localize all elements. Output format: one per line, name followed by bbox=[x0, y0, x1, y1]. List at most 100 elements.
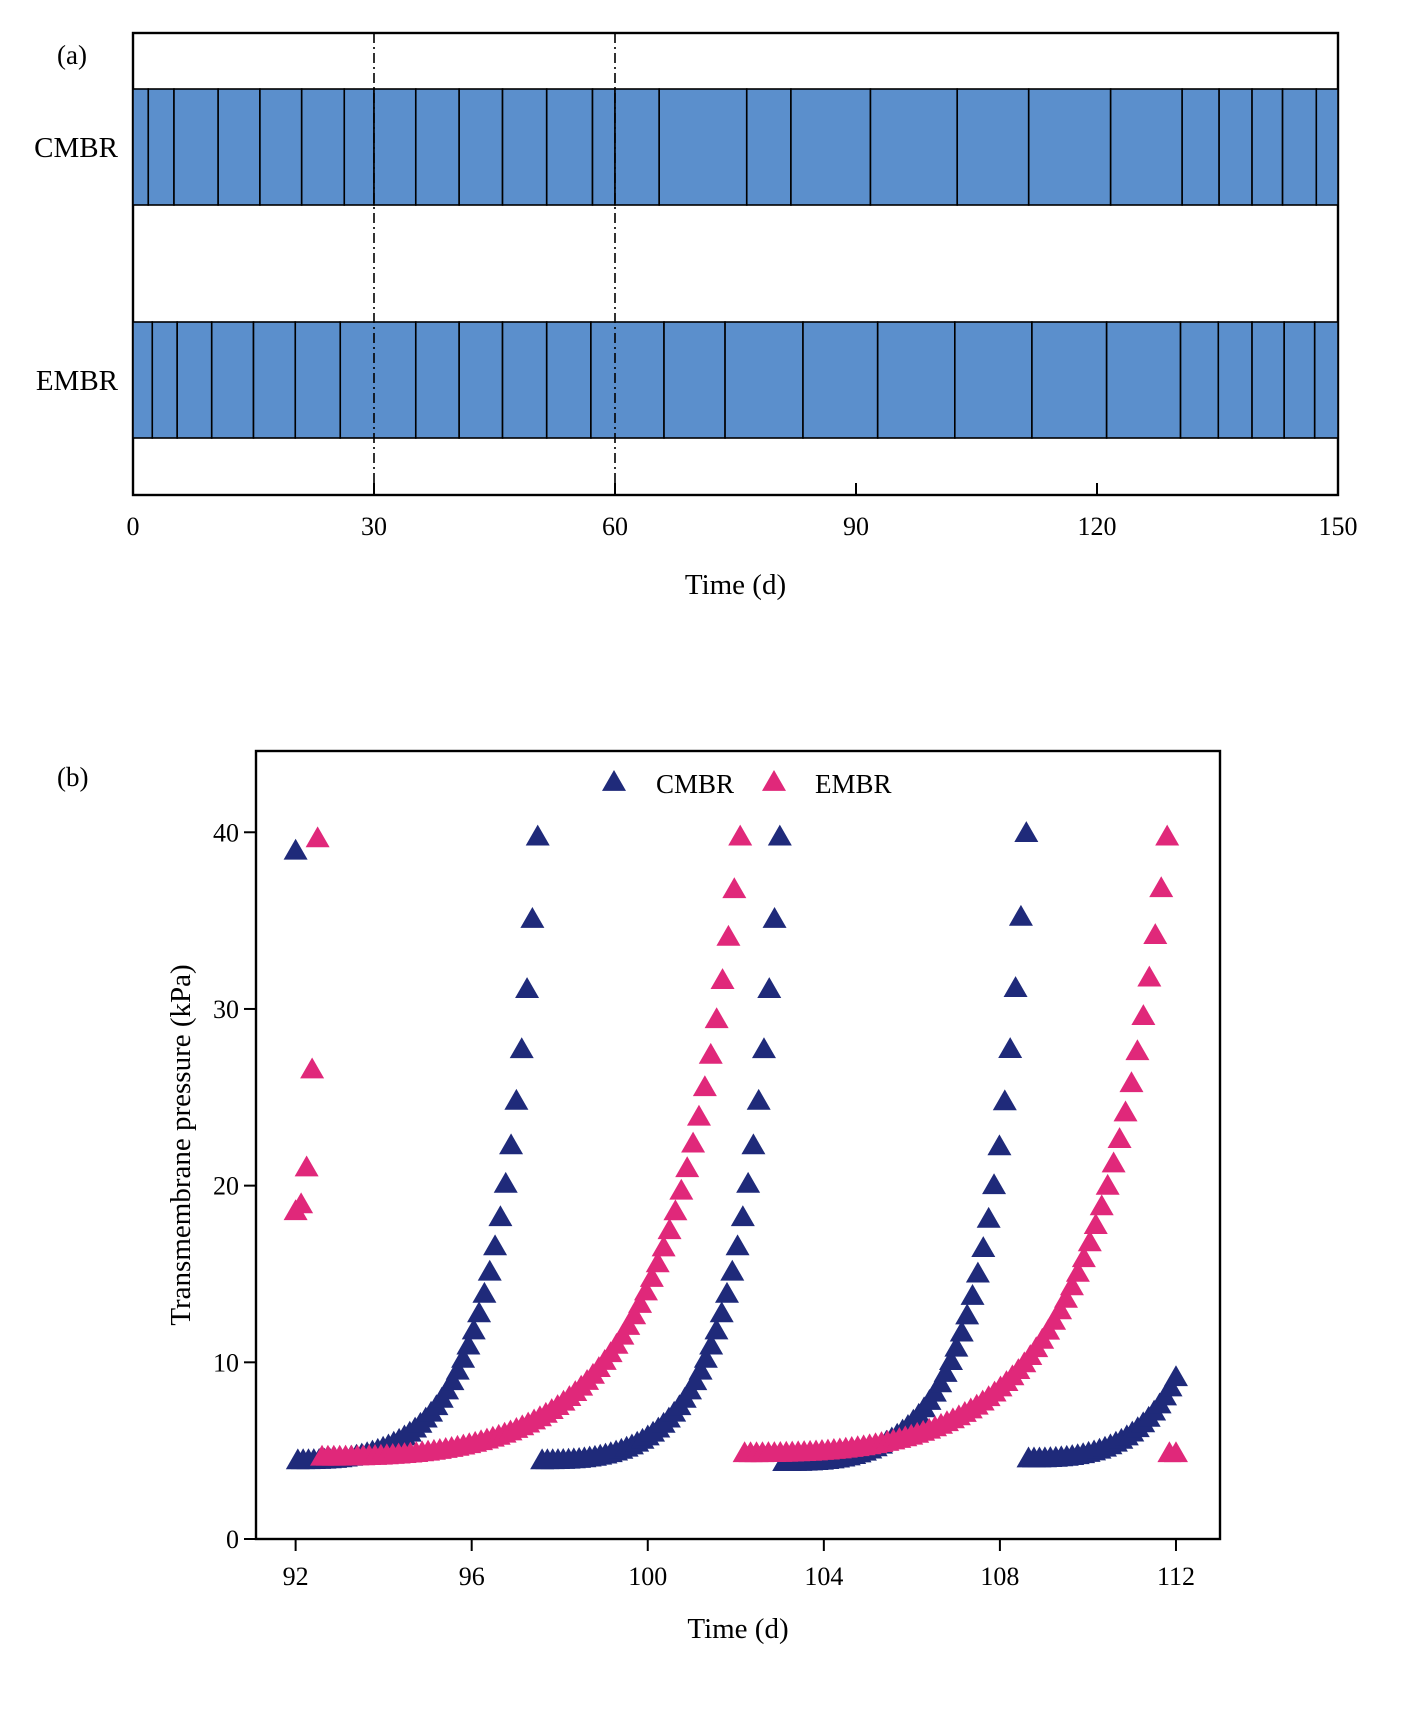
x-tick-label: 100 bbox=[628, 1562, 667, 1591]
data-point-embr bbox=[616, 1313, 641, 1335]
data-point-embr bbox=[1053, 1286, 1078, 1308]
legend-label-embr: EMBR bbox=[815, 769, 892, 799]
data-point-embr bbox=[722, 877, 747, 899]
panel-b-x-axis-label: Time (d) bbox=[687, 1613, 788, 1645]
data-point-cmbr bbox=[714, 1281, 739, 1303]
data-point-cmbr bbox=[456, 1333, 481, 1355]
panel-a-x-axis-label: Time (d) bbox=[685, 569, 786, 601]
x-tick-label: 112 bbox=[1157, 1562, 1195, 1591]
legend-marker-embr bbox=[762, 770, 786, 791]
data-point-embr bbox=[710, 968, 735, 989]
cycle-bar-cmbr bbox=[658, 88, 748, 206]
y-tick-label: 20 bbox=[213, 1172, 239, 1201]
x-tick-label: 0 bbox=[127, 512, 140, 541]
cycle-bar-cmbr bbox=[1181, 88, 1220, 206]
data-point-cmbr bbox=[955, 1303, 980, 1325]
data-point-embr bbox=[300, 1057, 325, 1079]
data-point-embr bbox=[692, 1075, 717, 1097]
cycle-bar-cmbr bbox=[501, 88, 548, 206]
x-tick-label: 92 bbox=[283, 1562, 309, 1591]
data-point-cmbr bbox=[938, 1349, 963, 1371]
data-point-embr bbox=[1071, 1246, 1096, 1268]
data-point-embr bbox=[704, 1007, 729, 1029]
data-point-embr bbox=[305, 826, 330, 848]
cycle-bar-cmbr bbox=[343, 88, 375, 206]
row-label-cmbr: CMBR bbox=[34, 132, 118, 164]
data-point-embr bbox=[651, 1235, 676, 1257]
data-point-cmbr bbox=[725, 1234, 750, 1256]
cycle-bar-cmbr bbox=[1251, 88, 1284, 206]
cycle-bar-embr bbox=[458, 321, 504, 439]
data-point-cmbr bbox=[483, 1234, 508, 1256]
data-point-cmbr bbox=[488, 1205, 513, 1227]
data-point-cmbr bbox=[461, 1318, 486, 1340]
data-point-cmbr bbox=[730, 1205, 755, 1227]
data-point-cmbr bbox=[493, 1171, 518, 1193]
cycle-bar-cmbr bbox=[614, 88, 660, 206]
data-point-embr bbox=[657, 1218, 682, 1240]
row-label-embr: EMBR bbox=[36, 365, 119, 397]
data-point-embr bbox=[294, 1155, 319, 1177]
panel-a-frame bbox=[131, 31, 1340, 497]
data-point-cmbr bbox=[515, 977, 540, 999]
cycle-bar-embr bbox=[1031, 321, 1108, 439]
x-tick-label: 120 bbox=[1078, 512, 1117, 541]
cycle-bar-embr bbox=[1283, 321, 1316, 439]
data-point-cmbr bbox=[757, 977, 782, 999]
cycle-bar-cmbr bbox=[414, 88, 460, 206]
cycle-bar-embr bbox=[339, 321, 417, 439]
cycle-bar-cmbr bbox=[745, 88, 792, 206]
data-point-cmbr bbox=[477, 1259, 502, 1281]
data-point-cmbr bbox=[933, 1360, 958, 1382]
data-point-cmbr bbox=[683, 1369, 708, 1391]
data-point-embr bbox=[1059, 1274, 1084, 1296]
data-point-cmbr bbox=[741, 1133, 766, 1155]
cycle-bar-cmbr bbox=[545, 88, 594, 206]
cycle-bar-embr bbox=[501, 321, 548, 439]
data-point-cmbr bbox=[960, 1283, 985, 1305]
x-tick-label: 90 bbox=[843, 512, 869, 541]
data-point-cmbr bbox=[1014, 821, 1039, 842]
cycle-bar-embr bbox=[414, 321, 460, 439]
x-tick-label: 30 bbox=[361, 512, 387, 541]
data-point-embr bbox=[1113, 1100, 1138, 1122]
data-point-cmbr bbox=[928, 1371, 953, 1393]
data-point-cmbr bbox=[451, 1346, 476, 1368]
data-point-embr bbox=[663, 1199, 688, 1221]
cycle-bar-cmbr bbox=[1281, 88, 1318, 206]
panel-b-y-axis-label: Transmembrane pressure (kPa) bbox=[165, 964, 197, 1325]
data-point-embr bbox=[669, 1178, 694, 1200]
data-point-cmbr bbox=[693, 1346, 718, 1368]
y-tick-label: 40 bbox=[213, 818, 239, 847]
cycle-bar-cmbr bbox=[259, 88, 303, 206]
cycle-bar-cmbr bbox=[373, 88, 417, 206]
data-point-embr bbox=[645, 1251, 670, 1273]
data-point-cmbr bbox=[704, 1318, 729, 1340]
cycle-bar-embr bbox=[1217, 321, 1253, 439]
data-point-cmbr bbox=[998, 1037, 1023, 1058]
cycle-bar-cmbr bbox=[591, 88, 616, 206]
cycle-bar-embr bbox=[1313, 321, 1339, 439]
data-point-cmbr bbox=[283, 838, 308, 860]
cycle-bar-embr bbox=[545, 321, 592, 439]
data-point-embr bbox=[639, 1266, 664, 1287]
data-point-embr bbox=[1095, 1173, 1120, 1195]
data-point-cmbr bbox=[509, 1037, 534, 1059]
data-point-embr bbox=[1149, 876, 1174, 898]
data-point-embr bbox=[1163, 1441, 1188, 1463]
cycle-bar-embr bbox=[1251, 321, 1285, 439]
data-point-embr bbox=[1131, 1004, 1156, 1026]
data-point-cmbr bbox=[699, 1333, 724, 1355]
x-tick-label: 108 bbox=[980, 1562, 1019, 1591]
cycle-bar-cmbr bbox=[1218, 88, 1253, 206]
cycle-bar-embr bbox=[1105, 321, 1182, 439]
cycle-bar-embr bbox=[663, 321, 726, 439]
cycle-bar-embr bbox=[151, 321, 178, 439]
panel-b-legend: CMBR EMBR bbox=[602, 769, 892, 799]
data-point-embr bbox=[1083, 1213, 1108, 1235]
data-point-cmbr bbox=[944, 1335, 969, 1357]
x-tick-label: 150 bbox=[1319, 512, 1358, 541]
cycle-bar-cmbr bbox=[132, 88, 150, 206]
data-point-cmbr bbox=[445, 1358, 470, 1380]
data-point-cmbr bbox=[1008, 904, 1033, 926]
